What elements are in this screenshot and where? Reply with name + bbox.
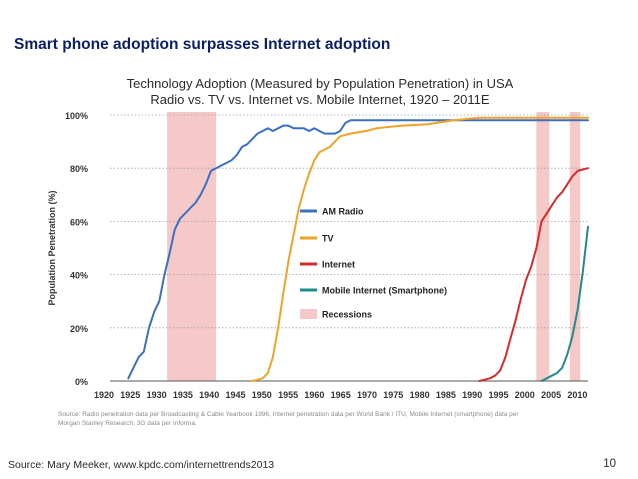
x-tick-label: 1935 (173, 390, 193, 400)
chart-source-note-line2: Morgan Stanley Research; 3G data per Inf… (58, 420, 197, 427)
x-tick-label: 1945 (225, 390, 245, 400)
x-tick-label: 1985 (436, 390, 456, 400)
x-tick-label: 1930 (147, 390, 167, 400)
y-tick-label: 80% (70, 164, 88, 174)
series-line-4 (540, 225, 589, 382)
y-tick-label: 20% (70, 324, 88, 334)
x-tick-label: 1955 (278, 390, 298, 400)
x-tick-label: 1980 (410, 390, 430, 400)
x-tick-label: 1965 (331, 390, 351, 400)
series-line-2 (251, 116, 589, 382)
x-tick-label: 2000 (515, 390, 535, 400)
legend-label-recession: Recessions (322, 310, 372, 320)
x-tick-label: 1925 (120, 390, 140, 400)
x-tick-label: 2010 (567, 390, 587, 400)
y-axis-label: Population Penetration (%) (47, 190, 57, 305)
x-tick-label: 1940 (199, 390, 219, 400)
page-number: 10 (603, 458, 616, 470)
legend-label-4: Mobile Internet (Smartphone) (322, 286, 447, 296)
series-line-1 (127, 119, 589, 380)
recession-band-1 (167, 112, 217, 381)
y-tick-label: 60% (70, 217, 88, 227)
y-tick-label: 40% (70, 271, 88, 281)
chart-title-line2: Radio vs. TV vs. Internet vs. Mobile Int… (150, 92, 489, 107)
chart-source-note-line1: Source: Radio penetration data per Broad… (58, 411, 519, 418)
x-tick-label: 1950 (252, 390, 272, 400)
legend-label-3: Internet (322, 260, 355, 270)
x-tick-label: 1990 (462, 390, 482, 400)
x-tick-label: 2005 (541, 390, 561, 400)
x-tick-label: 1920 (94, 390, 114, 400)
x-tick-label: 1960 (304, 390, 324, 400)
recession-band-3 (569, 112, 581, 381)
y-tick-label: 100% (65, 111, 88, 121)
recession-band-2 (536, 112, 550, 381)
y-tick-label: 0% (75, 377, 88, 387)
chart-title-line1: Technology Adoption (Measured by Populat… (127, 76, 514, 91)
footer-source: Source: Mary Meeker, www.kpdc.com/intern… (8, 459, 275, 471)
slide-title: Smart phone adoption surpasses Internet … (14, 36, 391, 53)
legend-label-2: TV (322, 234, 334, 244)
x-tick-label: 1975 (383, 390, 403, 400)
legend-label-1: AM Radio (322, 207, 364, 217)
x-tick-label: 1995 (488, 390, 508, 400)
x-tick-label: 1970 (357, 390, 377, 400)
series-line-3 (478, 167, 589, 382)
legend-swatch-recession (300, 309, 317, 319)
